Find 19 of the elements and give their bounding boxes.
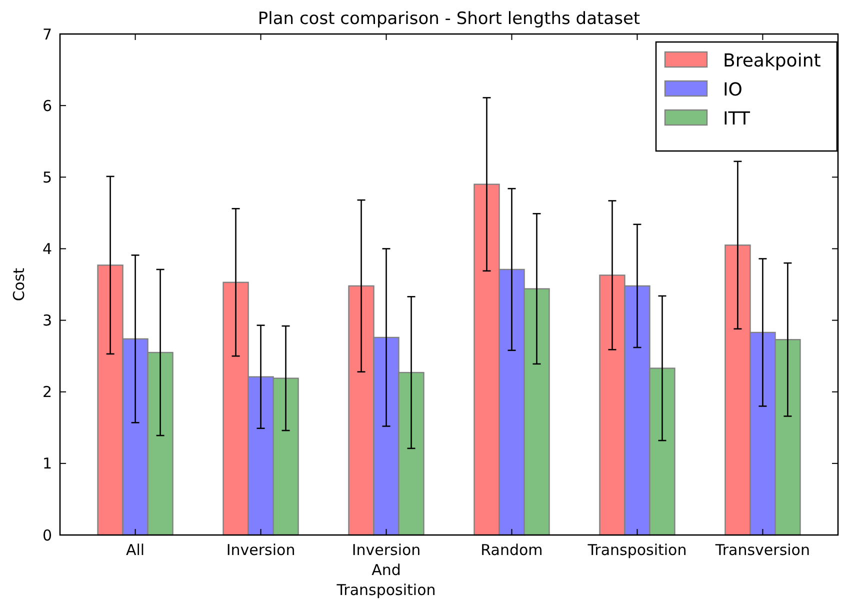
x-tick-label: Transposition — [586, 541, 687, 559]
y-tick-label: 2 — [42, 383, 52, 402]
y-axis-title: Cost — [10, 268, 28, 302]
y-tick-label: 4 — [42, 240, 52, 258]
y-tick-label: 3 — [42, 312, 52, 330]
x-tick-label: Inversion — [226, 541, 296, 559]
x-tick-label: Inversion And Transposition — [336, 541, 436, 599]
legend-label: ITT — [723, 108, 751, 130]
y-tick-label: 6 — [42, 96, 52, 115]
x-tick-label: Transversion — [714, 541, 810, 559]
y-tick-label: 1 — [42, 454, 52, 473]
legend-label: Breakpoint — [723, 50, 821, 72]
y-tick-label: 5 — [42, 168, 52, 186]
y-tick-label: 0 — [42, 526, 52, 544]
chart-title: Plan cost comparison - Short lengths dataset — [258, 9, 640, 29]
x-tick-label: All — [126, 541, 145, 559]
x-tick-label: Random — [480, 541, 543, 559]
legend-label: IO — [723, 79, 742, 100]
y-tick-label: 7 — [42, 25, 52, 44]
